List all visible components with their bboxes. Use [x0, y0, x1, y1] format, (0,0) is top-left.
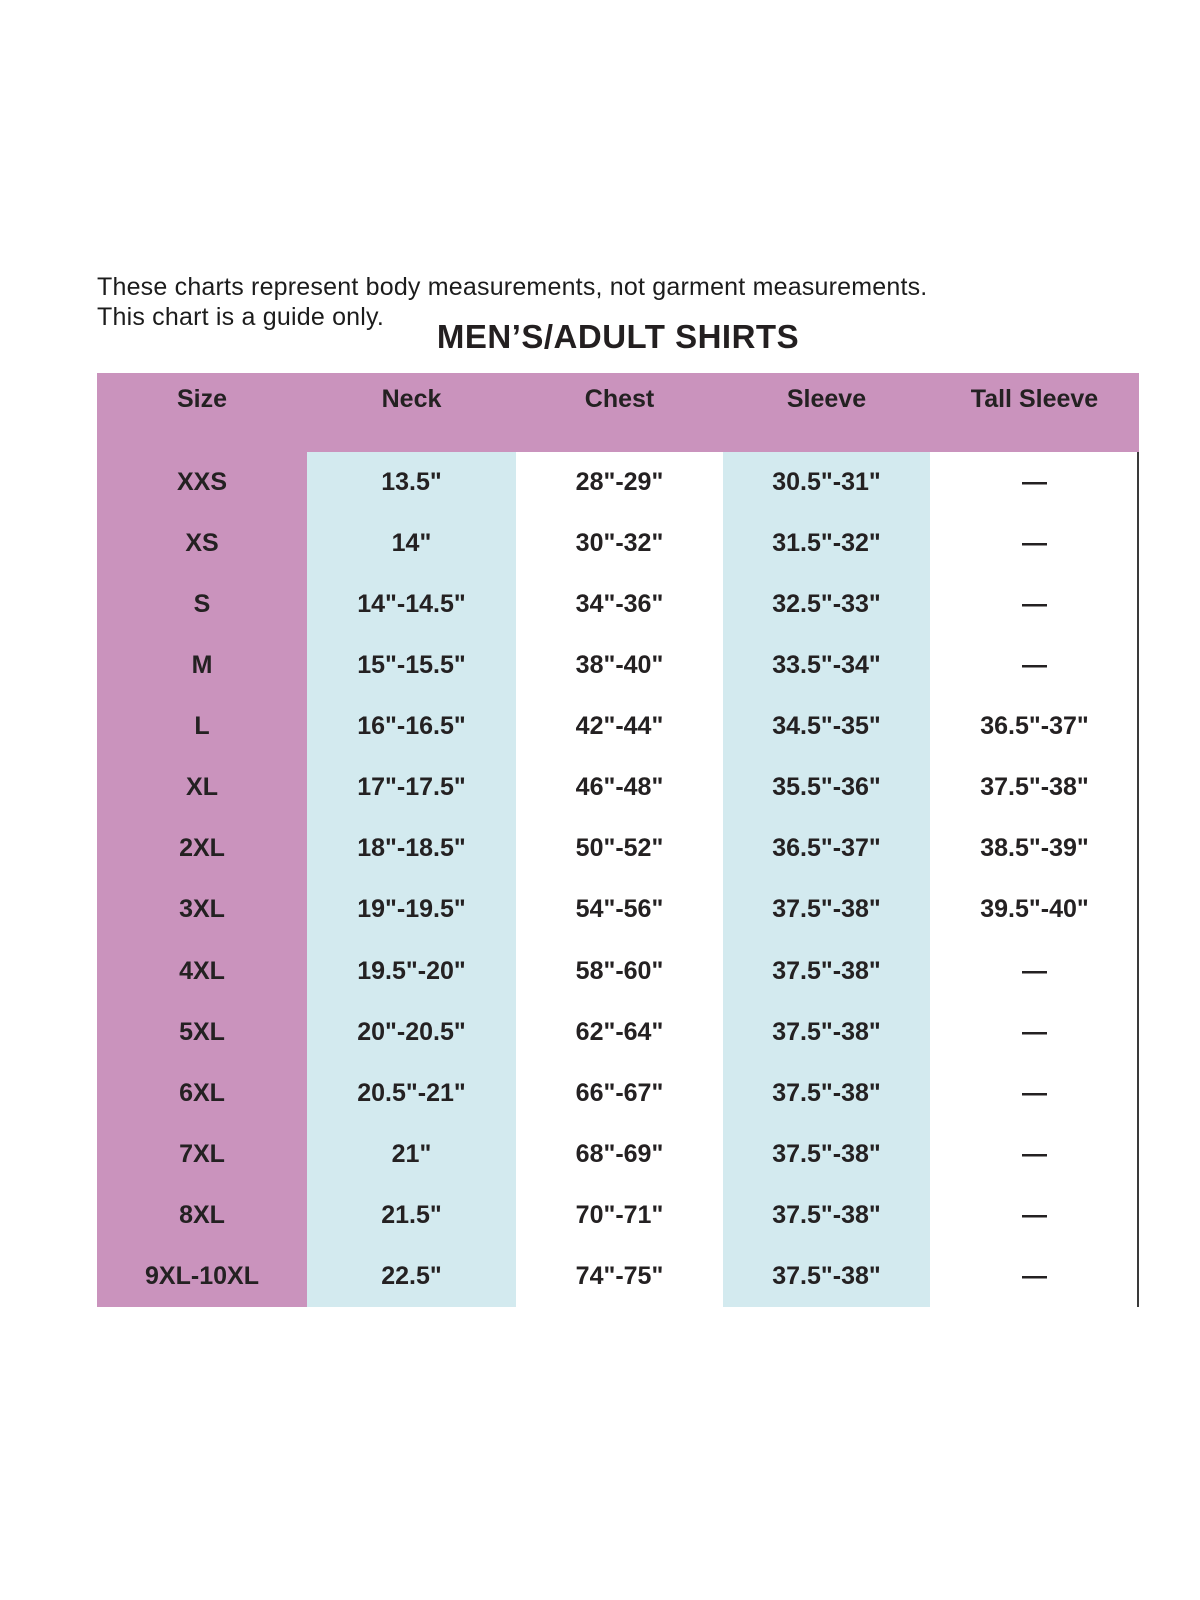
header-cell-chest: Chest	[584, 385, 655, 413]
cell-size: L	[97, 696, 307, 758]
cell-size: 2XL	[97, 818, 307, 880]
cell-neck: 21.5"	[307, 1184, 516, 1246]
cell-chest: 46"-48"	[575, 773, 664, 802]
cell-sleeve: 37.5"-38"	[723, 1001, 930, 1063]
cell-sleeve: 37.5"-38"	[723, 940, 930, 1002]
cell-neck: 13.5"	[307, 452, 516, 514]
cell-sleeve: 30.5"-31"	[723, 452, 930, 514]
cell-sleeve: 36.5"-37"	[723, 818, 930, 880]
cell-sleeve: 31.5"-32"	[723, 513, 930, 575]
cell-size: 9XL-10XL	[97, 1245, 307, 1307]
cell-neck: 14"-14.5"	[307, 574, 516, 636]
table-row: 4XL 19.5"-20" 58"-60" 37.5"-38" —	[97, 940, 1137, 1002]
cell-chest: 42"-44"	[575, 712, 664, 741]
header-cell-size: Size	[176, 385, 228, 413]
cell-size: 3XL	[97, 879, 307, 941]
cell-chest: 70"-71"	[575, 1200, 664, 1229]
cell-size: 4XL	[97, 940, 307, 1002]
cell-neck: 20"-20.5"	[307, 1001, 516, 1063]
cell-sleeve: 37.5"-38"	[723, 879, 930, 941]
size-chart-table: Size Neck Chest Sleeve Tall Sleeve XXS 1…	[97, 373, 1139, 1307]
cell-sleeve: 37.5"-38"	[723, 1123, 930, 1185]
cell-chest: 54"-56"	[575, 895, 664, 924]
cell-chest: 38"-40"	[575, 651, 664, 680]
cell-neck: 19"-19.5"	[307, 879, 516, 941]
cell-sleeve: 33.5"-34"	[723, 635, 930, 697]
header-cell-neck: Neck	[381, 385, 442, 413]
cell-neck: 18"-18.5"	[307, 818, 516, 880]
cell-sleeve: 37.5"-38"	[723, 1245, 930, 1307]
cell-neck: 22.5"	[307, 1245, 516, 1307]
cell-neck: 20.5"-21"	[307, 1062, 516, 1124]
table-row: 3XL 19"-19.5" 54"-56" 37.5"-38" 39.5"-40…	[97, 879, 1137, 941]
cell-size: XXS	[97, 452, 307, 514]
cell-chest: 58"-60"	[575, 956, 664, 985]
table-row: L 16"-16.5" 42"-44" 34.5"-35" 36.5"-37"	[97, 696, 1137, 758]
cell-size: M	[97, 635, 307, 697]
cell-sleeve: 32.5"-33"	[723, 574, 930, 636]
cell-tall-sleeve: —	[1022, 956, 1047, 985]
cell-chest: 66"-67"	[575, 1078, 664, 1107]
table-row: 6XL 20.5"-21" 66"-67" 37.5"-38" —	[97, 1062, 1137, 1124]
table-row: XS 14" 30"-32" 31.5"-32" —	[97, 513, 1137, 575]
cell-size: 5XL	[97, 1001, 307, 1063]
cell-tall-sleeve: —	[1022, 1017, 1047, 1046]
cell-tall-sleeve: —	[1022, 590, 1047, 619]
cell-chest: 28"-29"	[575, 468, 664, 497]
header-cell-sleeve: Sleeve	[786, 385, 867, 413]
cell-sleeve: 34.5"-35"	[723, 696, 930, 758]
page-title: MEN’S/ADULT SHIRTS	[436, 318, 800, 355]
table-header-row: Size Neck Chest Sleeve Tall Sleeve	[97, 373, 1139, 452]
cell-tall-sleeve: —	[1022, 468, 1047, 497]
cell-sleeve: 35.5"-36"	[723, 757, 930, 819]
table-row: M 15"-15.5" 38"-40" 33.5"-34" —	[97, 635, 1137, 697]
table-row: XXS 13.5" 28"-29" 30.5"-31" —	[97, 452, 1137, 514]
table-row: 2XL 18"-18.5" 50"-52" 36.5"-37" 38.5"-39…	[97, 818, 1137, 880]
table-row: 5XL 20"-20.5" 62"-64" 37.5"-38" —	[97, 1001, 1137, 1063]
cell-tall-sleeve: —	[1022, 1078, 1047, 1107]
cell-size: S	[97, 574, 307, 636]
cell-tall-sleeve: —	[1022, 1200, 1047, 1229]
cell-tall-sleeve: —	[1022, 651, 1047, 680]
cell-chest: 34"-36"	[575, 590, 664, 619]
cell-size: 7XL	[97, 1123, 307, 1185]
cell-neck: 19.5"-20"	[307, 940, 516, 1002]
cell-sleeve: 37.5"-38"	[723, 1184, 930, 1246]
table-row: 9XL-10XL 22.5" 74"-75" 37.5"-38" —	[97, 1245, 1137, 1307]
measurement-note: These charts represent body measurements…	[97, 272, 927, 332]
cell-tall-sleeve: —	[1022, 1139, 1047, 1168]
cell-chest: 62"-64"	[575, 1017, 664, 1046]
cell-tall-sleeve: 38.5"-39"	[980, 834, 1089, 863]
cell-neck: 17"-17.5"	[307, 757, 516, 819]
table-row: S 14"-14.5" 34"-36" 32.5"-33" —	[97, 574, 1137, 636]
cell-size: 8XL	[97, 1184, 307, 1246]
table-row: 7XL 21" 68"-69" 37.5"-38" —	[97, 1123, 1137, 1185]
cell-chest: 50"-52"	[575, 834, 664, 863]
header-cell-tall-sleeve: Tall Sleeve	[970, 385, 1099, 413]
table-row: 8XL 21.5" 70"-71" 37.5"-38" —	[97, 1184, 1137, 1246]
cell-tall-sleeve: 36.5"-37"	[980, 712, 1089, 741]
cell-sleeve: 37.5"-38"	[723, 1062, 930, 1124]
cell-neck: 21"	[307, 1123, 516, 1185]
note-line-2: This chart is a guide only.	[97, 303, 385, 331]
cell-chest: 30"-32"	[575, 529, 664, 558]
cell-size: XS	[97, 513, 307, 575]
cell-neck: 14"	[307, 513, 516, 575]
cell-chest: 74"-75"	[575, 1261, 664, 1290]
cell-tall-sleeve: —	[1022, 529, 1047, 558]
cell-tall-sleeve: 39.5"-40"	[980, 895, 1089, 924]
cell-tall-sleeve: —	[1022, 1261, 1047, 1290]
cell-size: XL	[97, 757, 307, 819]
table-body: XXS 13.5" 28"-29" 30.5"-31" — XS 14" 30"…	[97, 452, 1139, 1307]
cell-chest: 68"-69"	[575, 1139, 664, 1168]
cell-size: 6XL	[97, 1062, 307, 1124]
cell-neck: 16"-16.5"	[307, 696, 516, 758]
note-line-1: These charts represent body measurements…	[97, 273, 928, 301]
cell-neck: 15"-15.5"	[307, 635, 516, 697]
table-row: XL 17"-17.5" 46"-48" 35.5"-36" 37.5"-38"	[97, 757, 1137, 819]
cell-tall-sleeve: 37.5"-38"	[980, 773, 1089, 802]
